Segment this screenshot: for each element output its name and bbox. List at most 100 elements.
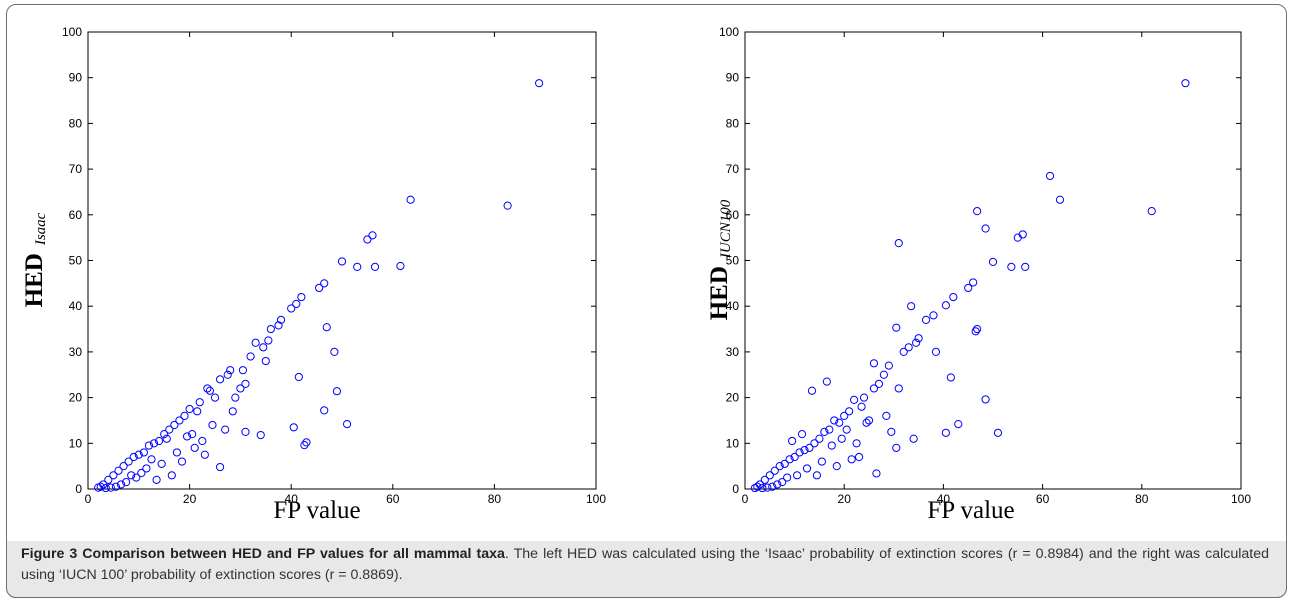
data-point bbox=[949, 292, 958, 302]
data-point bbox=[274, 321, 283, 330]
data-point bbox=[872, 469, 881, 478]
data-point bbox=[106, 483, 115, 492]
y-tick-label: 40 bbox=[69, 299, 83, 313]
data-point bbox=[850, 395, 859, 404]
data-point bbox=[94, 483, 103, 492]
y-tick-label: 50 bbox=[69, 254, 83, 268]
data-point bbox=[820, 427, 829, 436]
data-point bbox=[830, 416, 839, 425]
data-point bbox=[503, 201, 512, 210]
data-point bbox=[954, 420, 963, 429]
data-point bbox=[840, 411, 849, 420]
x-tick-label: 0 bbox=[85, 492, 92, 506]
data-point bbox=[292, 299, 301, 309]
data-point bbox=[300, 441, 309, 450]
x-tick-label: 40 bbox=[937, 492, 951, 506]
data-point bbox=[988, 257, 998, 266]
data-point bbox=[946, 373, 955, 382]
data-point bbox=[302, 438, 311, 447]
data-point bbox=[864, 416, 874, 425]
data-point bbox=[1021, 262, 1030, 271]
y-tick-label: 60 bbox=[726, 208, 740, 222]
y-tick-label: 30 bbox=[69, 345, 83, 359]
data-point bbox=[817, 457, 826, 466]
y-tick-label: 70 bbox=[69, 162, 83, 176]
points-left bbox=[94, 79, 544, 493]
data-point bbox=[198, 436, 207, 446]
y-axis-title-main: HED bbox=[21, 253, 48, 307]
y-tick-label: 100 bbox=[719, 25, 739, 39]
data-point bbox=[297, 292, 306, 302]
data-point bbox=[969, 278, 978, 287]
data-point bbox=[231, 393, 240, 402]
data-point bbox=[770, 466, 779, 475]
data-point bbox=[223, 370, 232, 379]
y-tick-label: 0 bbox=[75, 482, 82, 496]
data-point bbox=[180, 411, 189, 420]
y-axis-title: HED Isaac bbox=[21, 212, 49, 307]
data-point bbox=[195, 398, 204, 407]
data-point bbox=[188, 430, 197, 439]
data-point bbox=[139, 448, 148, 457]
data-point bbox=[765, 471, 774, 480]
data-point bbox=[226, 366, 235, 375]
data-point bbox=[177, 457, 187, 466]
data-point bbox=[815, 434, 824, 443]
data-point bbox=[854, 452, 864, 462]
data-point bbox=[320, 279, 329, 288]
data-point bbox=[964, 283, 973, 293]
data-point bbox=[1055, 195, 1065, 204]
data-point bbox=[127, 471, 136, 480]
data-point bbox=[837, 434, 846, 443]
y-tick-label: 80 bbox=[69, 116, 83, 130]
data-point bbox=[261, 356, 270, 366]
data-point bbox=[193, 407, 202, 416]
data-point bbox=[812, 471, 822, 480]
data-point bbox=[1045, 171, 1055, 181]
y-tick-label: 50 bbox=[726, 254, 740, 268]
data-point bbox=[144, 441, 154, 450]
data-point bbox=[822, 377, 831, 386]
x-tick-label: 80 bbox=[488, 492, 502, 506]
chart-right-svg: 0 20 40 60 80 100 0 10 20 30 40 50 60 70 80 90 100 FP va… bbox=[706, 25, 1251, 524]
data-point bbox=[363, 235, 372, 244]
data-point bbox=[137, 468, 146, 478]
data-point bbox=[941, 428, 950, 437]
data-point bbox=[763, 483, 772, 492]
y-tick-label: 10 bbox=[726, 436, 740, 450]
y-tick-label: 70 bbox=[726, 162, 740, 176]
chart-left-svg: 0 20 40 60 80 100 0 10 20 30 40 50 60 70 80 90 100 FP va… bbox=[21, 25, 606, 524]
data-point bbox=[973, 207, 982, 216]
y-tick-label: 90 bbox=[726, 71, 740, 85]
data-point bbox=[175, 416, 184, 425]
data-point bbox=[882, 411, 891, 420]
data-point bbox=[132, 473, 141, 482]
data-point bbox=[337, 257, 347, 266]
data-point bbox=[221, 425, 230, 434]
data-point bbox=[332, 387, 342, 396]
data-point bbox=[122, 478, 131, 487]
data-point bbox=[190, 443, 199, 452]
data-point bbox=[929, 311, 938, 320]
figure-caption: Figure 3 Comparison between HED and FP v… bbox=[6, 541, 1287, 598]
data-point bbox=[899, 347, 908, 356]
data-point bbox=[887, 427, 896, 436]
data-point bbox=[134, 450, 143, 459]
data-point bbox=[921, 315, 931, 325]
data-point bbox=[1147, 207, 1156, 216]
x-tick-label: 100 bbox=[586, 492, 606, 506]
x-tick-label: 60 bbox=[1036, 492, 1050, 506]
data-point bbox=[287, 304, 296, 313]
y-axis-title-subscript: Isaac bbox=[33, 212, 49, 246]
data-point bbox=[852, 439, 861, 448]
x-tick-label: 100 bbox=[1231, 492, 1251, 506]
data-point bbox=[1007, 262, 1016, 271]
data-point bbox=[111, 482, 121, 491]
data-point bbox=[396, 261, 405, 271]
data-point bbox=[200, 450, 209, 459]
data-point bbox=[760, 475, 769, 484]
data-point bbox=[208, 420, 217, 430]
data-point bbox=[210, 393, 220, 402]
data-point bbox=[353, 262, 362, 271]
data-point bbox=[758, 483, 767, 493]
